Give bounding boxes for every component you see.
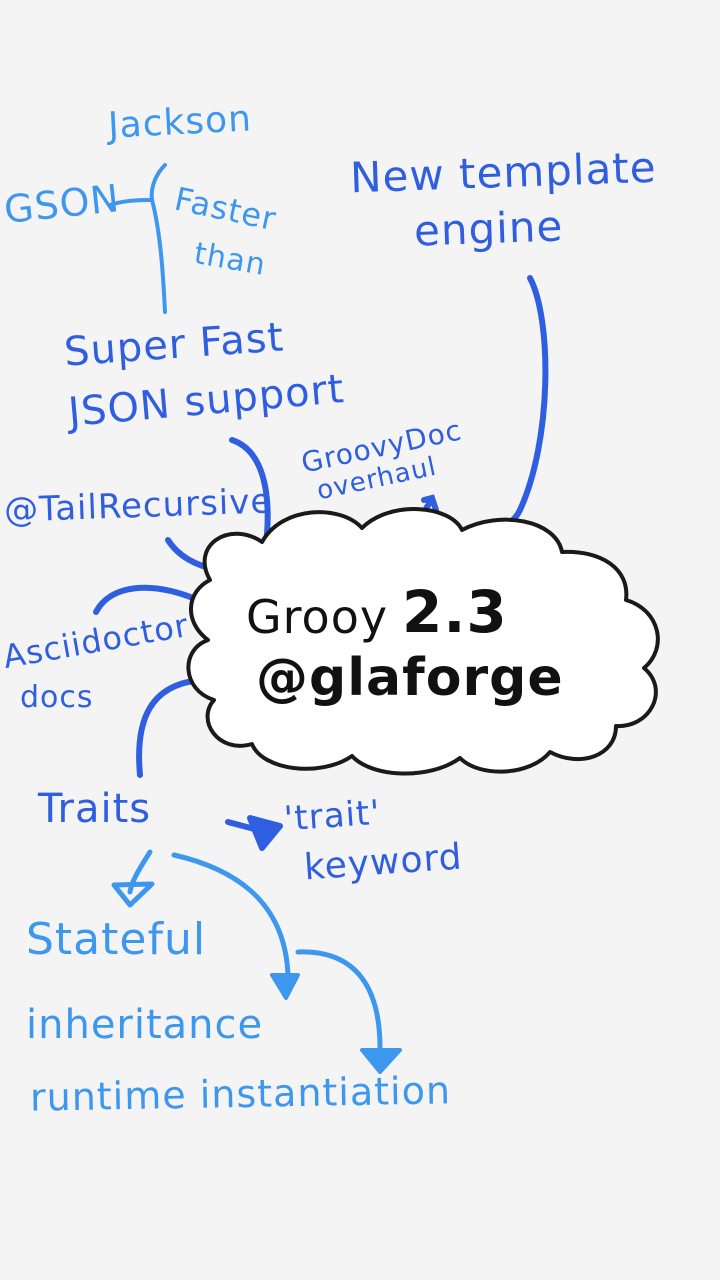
inheritance-arrowhead	[270, 973, 300, 1000]
label-runtime-instantiation: runtime instantiation	[29, 1068, 452, 1120]
arrow-to-stateful	[127, 849, 153, 895]
label-inheritance: inheritance	[26, 1002, 264, 1048]
connector-json-support	[229, 437, 271, 548]
center-version: 2.3	[402, 578, 508, 646]
center-title: Grooy	[246, 590, 389, 644]
runtime-arrowhead	[360, 1048, 402, 1074]
label-jackson: Jackson	[107, 98, 253, 147]
center-cloud	[186, 507, 660, 776]
label-stateful: Stateful	[26, 914, 207, 965]
gson-jackson-fork	[108, 163, 167, 314]
label-traits: Traits	[38, 786, 152, 832]
label-template-line2: engine	[413, 201, 565, 256]
center-handle: @glaforge	[256, 648, 564, 708]
arrow-to-runtime	[295, 949, 383, 1051]
trait-keyword-arrow	[225, 815, 283, 851]
arrow-to-stateful-head	[111, 881, 155, 908]
connector-template-engine	[497, 275, 549, 528]
label-trait-keyword-line1: 'trait'	[282, 792, 382, 840]
arrow-to-inheritance	[171, 852, 291, 978]
connector-asciidoctor	[93, 584, 201, 615]
label-asciidoctor-line2: docs	[20, 680, 94, 715]
connector-traits	[136, 677, 203, 778]
